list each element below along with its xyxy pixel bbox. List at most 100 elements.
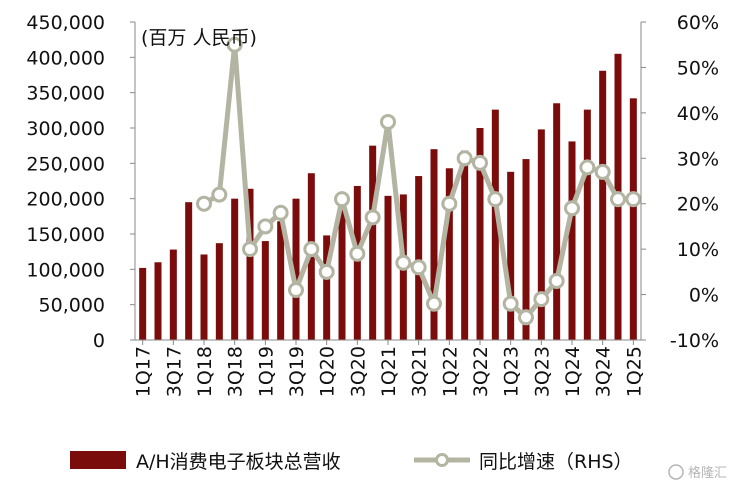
growth-point-2Q21 [395,254,412,271]
bar-2Q22 [461,150,469,340]
bar-1Q22 [445,168,453,340]
x-tick-label: 1Q17 [133,346,155,397]
x-tick-label: 1Q19 [255,346,277,397]
watermark-text: 格隆汇 [688,465,727,481]
x-tick-label: 1Q18 [194,346,216,397]
left-tick-label: 100,000 [26,259,105,281]
right-tick-label: 20% [677,194,719,216]
watermark-logo-icon [668,464,684,480]
bar-2Q24 [583,109,591,340]
growth-point-3Q23 [533,291,550,308]
unit-label: (百万 人民币) [141,27,257,49]
growth-point-2Q18 [211,186,228,203]
x-tick-label: 3Q22 [470,346,492,397]
left-tick-label: 200,000 [26,189,105,211]
growth-point-4Q23 [548,272,565,289]
right-tick-label: 10% [677,239,719,261]
bar-2Q19 [277,221,285,340]
growth-point-4Q19 [303,241,320,258]
x-tick-label: 1Q23 [501,346,523,397]
bar-1Q21 [384,195,392,340]
left-tick-label: 0 [93,330,105,352]
growth-point-2Q19 [272,204,289,221]
growth-point-4Q24 [610,191,626,208]
legend-label-bar: A/H消费电子板块总营收 [136,451,341,473]
left-tick-label: 350,000 [26,83,105,105]
growth-point-3Q19 [288,282,304,299]
left-tick-label: 300,000 [26,118,105,140]
right-tick-label: -10% [670,330,719,352]
growth-point-4Q21 [426,295,442,312]
growth-point-2Q23 [518,309,534,326]
x-axis-ticks: 1Q17 3Q17 1Q18 3Q18 1Q19 3Q19 1Q20 3Q20 1Q21 3Q21… [133,340,645,397]
bar-1Q19 [261,241,269,340]
x-tick-label: 3Q17 [163,346,185,397]
bar-1Q24 [568,141,576,340]
growth-point-1Q25 [625,191,642,208]
legend-swatch-bar [70,451,126,469]
bar-4Q23 [553,103,561,341]
bar-4Q17 [185,202,193,340]
right-tick-label: 30% [677,148,719,170]
growth-point-3Q24 [594,163,611,180]
bar-2Q17 [154,262,162,340]
bar-3Q20 [353,185,361,340]
left-tick-label: 450,000 [26,12,105,34]
legend-label-line: 同比增速（RHS） [479,451,633,473]
bar-1Q23 [507,171,515,340]
x-tick-label: 1Q21 [378,346,400,397]
left-tick-label: 150,000 [26,224,105,246]
bar-1Q20 [323,235,331,340]
right-tick-label: 60% [677,12,719,34]
bar-3Q21 [415,176,423,340]
x-tick-label: 1Q24 [562,346,584,397]
x-tick-label: 1Q25 [623,346,645,397]
legend: A/H消费电子板块总营收 同比增速（RHS） [70,451,633,473]
growth-point-1Q19 [257,218,274,235]
bar-1Q25 [629,98,637,340]
line-series [196,36,642,326]
growth-point-1Q23 [502,295,519,312]
legend-swatch-marker [435,453,449,467]
x-tick-label: 1Q22 [439,346,461,397]
x-tick-label: 3Q21 [409,346,431,397]
bar-3Q19 [292,198,300,340]
right-tick-label: 50% [677,57,719,79]
growth-point-4Q22 [487,191,504,208]
bar-3Q23 [537,129,545,340]
growth-point-3Q22 [472,154,488,171]
bar-3Q18 [231,198,239,340]
bar-series [139,53,637,341]
bar-3Q24 [599,70,607,340]
growth-point-1Q18 [196,195,212,212]
growth-point-1Q21 [380,113,396,130]
bar-1Q18 [200,254,208,340]
bar-4Q20 [369,145,377,340]
left-tick-label: 50,000 [39,295,105,317]
bar-3Q17 [169,249,177,340]
growth-point-3Q18 [226,36,243,53]
x-tick-label: 3Q20 [347,346,369,397]
bar-4Q18 [246,188,254,340]
bar-3Q22 [476,128,484,340]
bar-2Q18 [215,243,223,340]
growth-point-4Q20 [364,209,381,226]
right-tick-label: 40% [677,103,719,125]
bar-4Q22 [491,109,499,340]
left-axis-ticks: 0 50,000 100,000 150,000 200,000 250,000 300,0… [26,12,135,352]
growth-point-2Q24 [579,159,596,176]
x-tick-label: 3Q18 [225,346,247,397]
watermark: 格隆汇 [668,464,727,481]
left-tick-label: 250,000 [26,153,105,175]
x-tick-label: 3Q24 [593,346,615,397]
right-tick-label: 0% [689,285,719,307]
growth-point-2Q22 [456,150,473,167]
x-tick-label: 1Q20 [317,346,339,397]
growth-point-3Q21 [410,259,427,276]
growth-point-3Q20 [349,245,366,262]
growth-point-1Q22 [441,195,458,212]
growth-point-2Q20 [334,191,350,208]
bar-4Q21 [430,149,438,340]
growth-point-1Q24 [564,200,580,217]
